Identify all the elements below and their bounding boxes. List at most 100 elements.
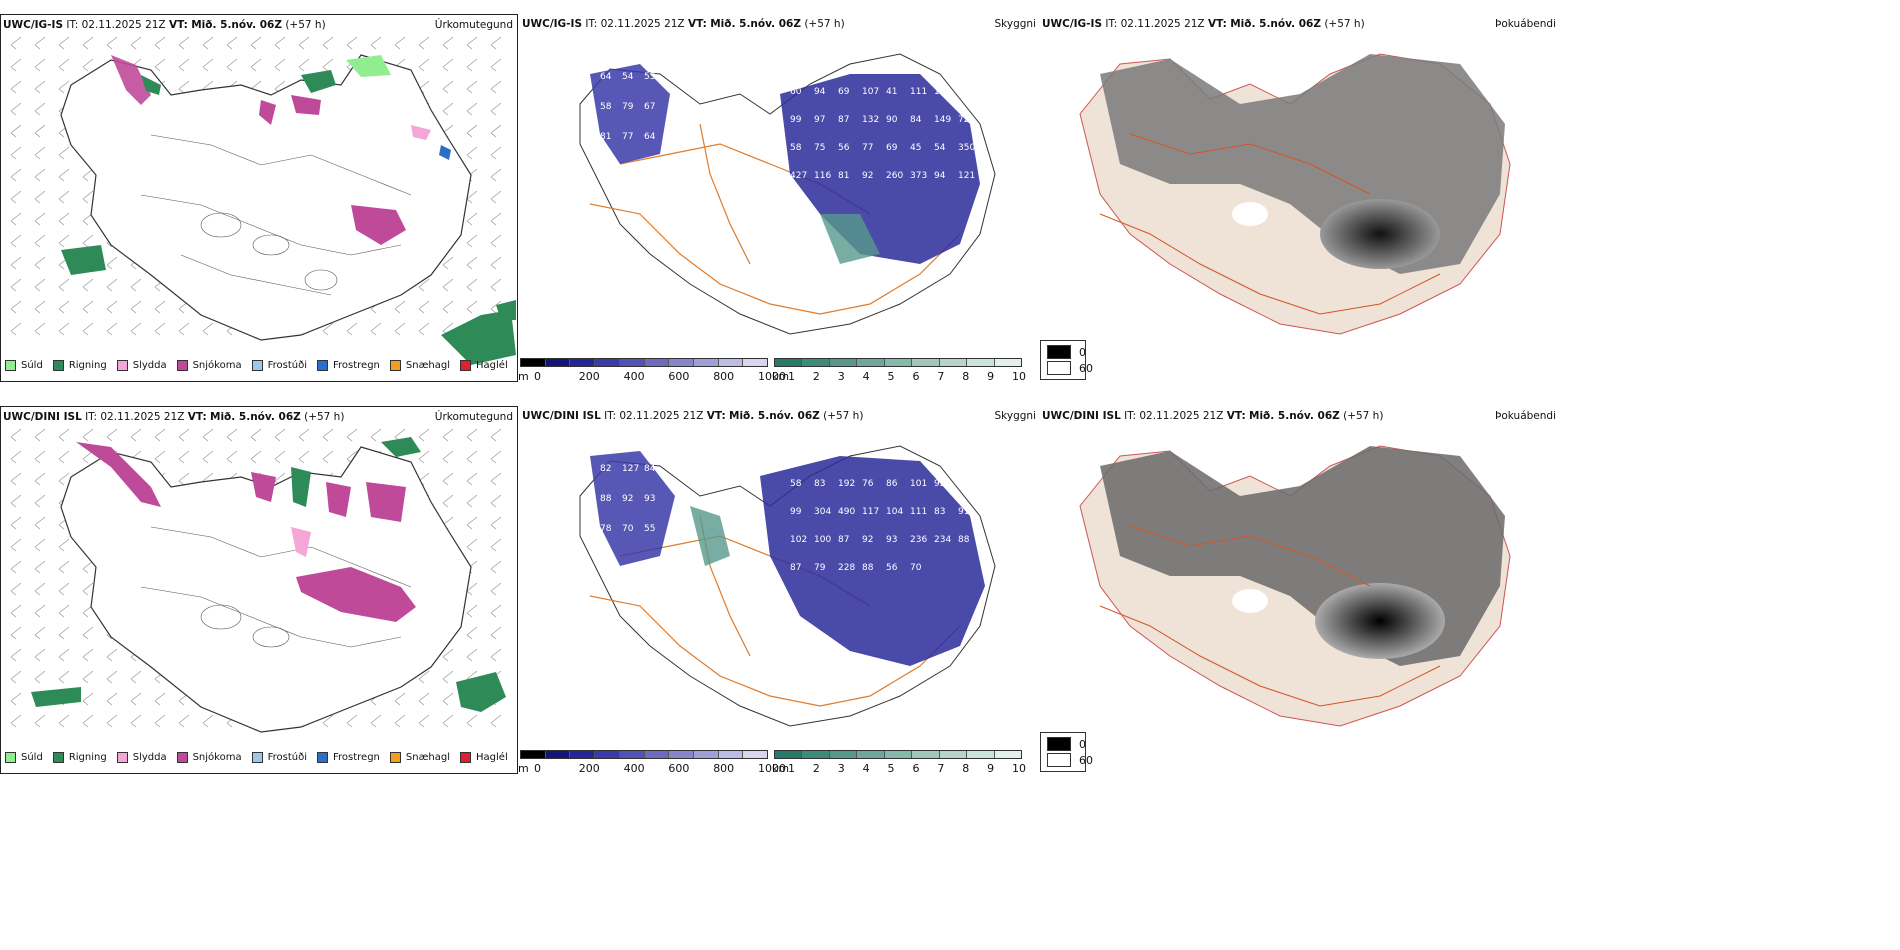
panel-type-label: Skyggni [994, 18, 1037, 30]
wind-barb [226, 428, 238, 442]
wind-barb [10, 670, 22, 684]
visibility-value: 88 [600, 494, 612, 504]
colorbar-tick: 9 [987, 762, 995, 775]
wind-barb [34, 278, 46, 292]
legend-item: Frostúði [251, 357, 307, 373]
visibility-value: 69 [886, 143, 898, 153]
wind-barb [10, 472, 22, 486]
colorbar-unit: m [518, 370, 529, 383]
visibility-value: 234 [934, 535, 951, 545]
visibility-value: 304 [814, 507, 831, 517]
wind-barb [322, 714, 334, 728]
wind-barb [490, 604, 502, 618]
wind-barb [466, 472, 478, 486]
colorbar-km: km 1 2 3 4 5 6 7 8 9 10 [772, 750, 1026, 775]
visibility-value: 427 [790, 171, 807, 181]
visibility-value: 64 [644, 132, 656, 142]
colorbar-tick: 7 [937, 762, 945, 775]
legend-swatch [317, 751, 328, 763]
wind-barb [58, 714, 70, 728]
visibility-value: 94 [934, 171, 946, 181]
wind-barb [370, 714, 382, 728]
wind-barb [58, 278, 70, 292]
legend-swatch [176, 751, 188, 763]
wind-barb [370, 36, 382, 50]
fog-dense [1320, 199, 1440, 269]
colorbar-segment [802, 359, 830, 366]
visibility-value: 72 [958, 115, 969, 125]
inner-contours [140, 526, 412, 648]
visibility-value: 228 [838, 563, 855, 573]
wind-barb [58, 560, 70, 574]
visibility-value: 82 [600, 464, 611, 474]
wind-barb [34, 516, 46, 530]
wind-barb [490, 714, 502, 728]
legend-swatch [317, 359, 328, 371]
colorbar-segment [570, 751, 596, 758]
colorbar-segment [619, 359, 645, 366]
visibility-value: 102 [790, 535, 807, 545]
visibility-value: 97 [814, 115, 825, 125]
wind-barb [82, 670, 94, 684]
fog-swatch-60 [1047, 753, 1071, 767]
wind-barb [130, 322, 142, 336]
colorbar-segment [884, 751, 913, 758]
legend-item: Frostúði [251, 749, 307, 765]
wind-barb [58, 626, 70, 640]
legend-swatch [52, 359, 64, 371]
wind-barb [490, 516, 502, 530]
wind-barb [82, 322, 94, 336]
colorbar-segment [743, 359, 768, 366]
wind-barb [418, 714, 430, 728]
visibility-value: 83 [934, 507, 945, 517]
colorbar-tick: 2 [812, 762, 820, 775]
lead-time: (+57 h) [304, 411, 345, 423]
colorbar-tick: 600 [668, 370, 690, 383]
wind-barb [442, 692, 454, 706]
wind-barb [466, 102, 478, 116]
colorbar-tick: 2 [812, 370, 820, 383]
wind-barb [10, 190, 22, 204]
wind-barb [322, 450, 334, 464]
wind-barb [34, 58, 46, 72]
visibility-value: 78 [600, 524, 612, 534]
visibility-value: 490 [838, 507, 855, 517]
wind-barb [442, 648, 454, 662]
colorbar-segment [545, 751, 571, 758]
wind-barb [466, 648, 478, 662]
wind-barb [34, 714, 46, 728]
wind-barb [466, 190, 478, 204]
fog-swatch-0 [1047, 737, 1071, 751]
colorbar-m-bar [520, 358, 768, 367]
wind-barb [490, 428, 502, 442]
panel-type-label: Úrkomutegund [434, 19, 513, 31]
wind-barb [10, 256, 22, 270]
wind-barb [490, 146, 502, 160]
visibility-value: 69 [838, 87, 850, 97]
visibility-value: 99 [790, 507, 802, 517]
wind-barb [82, 36, 94, 50]
wind-barb [130, 300, 142, 314]
legend-swatch [251, 359, 263, 371]
colorbar-segment [967, 751, 995, 758]
wind-barb [130, 714, 142, 728]
fog-clear [1232, 589, 1268, 613]
visibility-value: 45 [910, 143, 921, 153]
visibility-value: 87 [838, 115, 849, 125]
model-name: UWC/DINI ISL [3, 411, 82, 423]
colorbar-segment [718, 359, 744, 366]
wind-barb [418, 322, 430, 336]
wind-barb [418, 36, 430, 50]
colorbar-tick: 800 [713, 762, 735, 775]
wind-barb [226, 450, 238, 464]
legend-item: Rigning [52, 357, 107, 373]
wind-barb [58, 428, 70, 442]
wind-barb [322, 58, 334, 72]
wind-barb [394, 300, 406, 314]
wind-barb [466, 582, 478, 596]
visibility-value: 243 [790, 199, 807, 209]
wind-barb [298, 36, 310, 50]
legend-item: Slydda [116, 749, 167, 765]
visibility-value: 92 [862, 171, 873, 181]
wind-barb [490, 102, 502, 116]
